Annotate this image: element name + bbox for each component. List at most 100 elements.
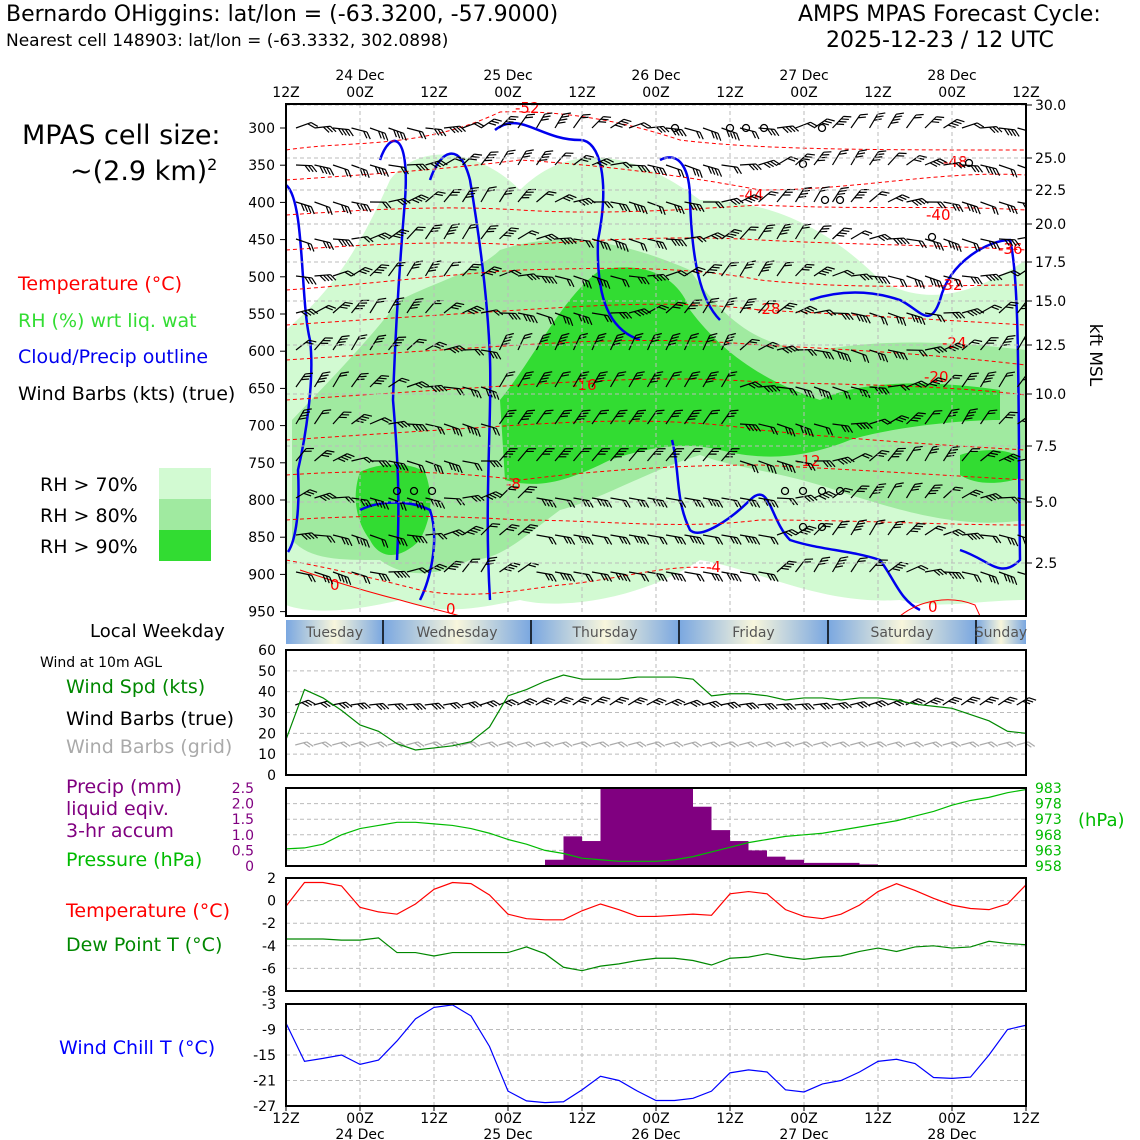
pressure-tick: 300 bbox=[248, 121, 275, 137]
barb-feather bbox=[1009, 741, 1017, 747]
barb-feather bbox=[622, 312, 629, 319]
barb-feather bbox=[400, 166, 406, 174]
barb-feather bbox=[842, 741, 851, 747]
barb-feather bbox=[677, 573, 683, 582]
barb-feather bbox=[825, 390, 830, 399]
wind-barb bbox=[869, 275, 891, 285]
barb-feather bbox=[988, 495, 996, 501]
barb-shaft bbox=[314, 164, 331, 170]
barb-feather bbox=[622, 279, 627, 287]
barb-feather bbox=[489, 493, 497, 499]
wind-barb bbox=[517, 230, 540, 240]
barb-shaft bbox=[647, 410, 658, 425]
wind-barb bbox=[961, 308, 985, 317]
barb-feather bbox=[767, 385, 774, 393]
barb-feather bbox=[309, 489, 318, 493]
wind-barb bbox=[609, 696, 630, 706]
barb-feather bbox=[876, 742, 884, 748]
barb-feather bbox=[899, 317, 903, 325]
barb-shaft bbox=[979, 372, 990, 388]
barb-shaft bbox=[869, 312, 885, 319]
wind-barb bbox=[887, 275, 908, 288]
calm-circle bbox=[670, 123, 680, 133]
barb-feather bbox=[877, 235, 885, 242]
barb-shaft bbox=[813, 225, 825, 240]
barb-shaft bbox=[572, 696, 585, 706]
barb-feather bbox=[895, 523, 904, 526]
rh-legend-80: RH > 80% bbox=[40, 505, 138, 527]
barb-feather bbox=[644, 574, 650, 582]
barb-shaft bbox=[536, 410, 547, 425]
wind-barb bbox=[480, 118, 502, 129]
barb-feather bbox=[807, 349, 814, 356]
barb-feather bbox=[506, 189, 514, 193]
barb-feather bbox=[503, 234, 512, 237]
panel-frame bbox=[285, 877, 1027, 992]
y-tick: -21 bbox=[253, 1074, 276, 1090]
barb-shaft bbox=[721, 534, 738, 539]
barb-feather bbox=[650, 380, 659, 383]
wind-barb bbox=[351, 127, 371, 140]
barb-feather bbox=[861, 741, 869, 747]
wind-barb bbox=[758, 159, 781, 169]
barb-feather bbox=[419, 163, 426, 171]
barb-shaft bbox=[406, 534, 423, 538]
barb-feather bbox=[718, 574, 724, 582]
wind-barb bbox=[647, 201, 666, 216]
barb-feather bbox=[970, 204, 975, 213]
barb-shaft bbox=[462, 305, 478, 314]
barb-feather bbox=[600, 573, 606, 581]
barb-feather bbox=[714, 168, 719, 176]
barb-feather bbox=[898, 152, 907, 155]
wind-barb bbox=[924, 525, 946, 536]
barb-feather bbox=[1007, 371, 1016, 374]
barb-feather bbox=[578, 336, 587, 340]
barb-feather bbox=[319, 275, 326, 282]
barb-feather bbox=[827, 118, 835, 122]
barb-feather bbox=[825, 310, 833, 317]
cell-size-value: ~(2.9 km)2 bbox=[70, 155, 217, 187]
wind-barb bbox=[462, 460, 483, 472]
barb-feather bbox=[995, 242, 1001, 250]
barb-shaft bbox=[369, 375, 382, 388]
barb-feather bbox=[432, 742, 440, 748]
wind-barb bbox=[554, 497, 576, 508]
wind-barb bbox=[906, 197, 929, 207]
barb-feather bbox=[455, 427, 460, 436]
barb-feather bbox=[733, 536, 739, 545]
barb-feather bbox=[1007, 204, 1012, 213]
barb-shaft bbox=[776, 189, 788, 203]
barb-feather bbox=[840, 352, 845, 361]
wind-barb bbox=[980, 273, 1003, 282]
barb-feather bbox=[671, 453, 680, 455]
barb-feather bbox=[618, 241, 623, 250]
barb-feather bbox=[899, 384, 907, 391]
barb-feather bbox=[451, 426, 456, 435]
barb-shaft bbox=[831, 701, 846, 706]
barb-shaft bbox=[813, 266, 828, 277]
cloud-outline-segment bbox=[659, 156, 721, 321]
barb-feather bbox=[895, 565, 903, 569]
barb-shaft bbox=[462, 494, 479, 499]
barb-feather bbox=[736, 197, 744, 204]
barb-feather bbox=[606, 243, 612, 251]
barb-feather bbox=[711, 297, 720, 300]
wind-barb bbox=[628, 275, 650, 285]
barb-shaft bbox=[406, 226, 419, 240]
barb-feather bbox=[472, 741, 481, 747]
barb-feather bbox=[670, 572, 676, 581]
barb-feather bbox=[958, 529, 966, 534]
pressure-tick: 700 bbox=[248, 419, 275, 435]
barb-feather bbox=[378, 297, 387, 301]
barb-feather bbox=[384, 502, 390, 510]
barb-feather bbox=[948, 571, 955, 579]
wind-barb bbox=[702, 571, 724, 582]
barb-shaft bbox=[887, 349, 904, 354]
barb-feather bbox=[893, 701, 901, 707]
barb-feather bbox=[381, 538, 386, 547]
wind-barb bbox=[683, 332, 699, 351]
barb-shaft bbox=[702, 571, 719, 576]
barb-shaft bbox=[388, 197, 405, 203]
barb-shaft bbox=[776, 386, 793, 390]
barb-shaft bbox=[332, 336, 343, 351]
